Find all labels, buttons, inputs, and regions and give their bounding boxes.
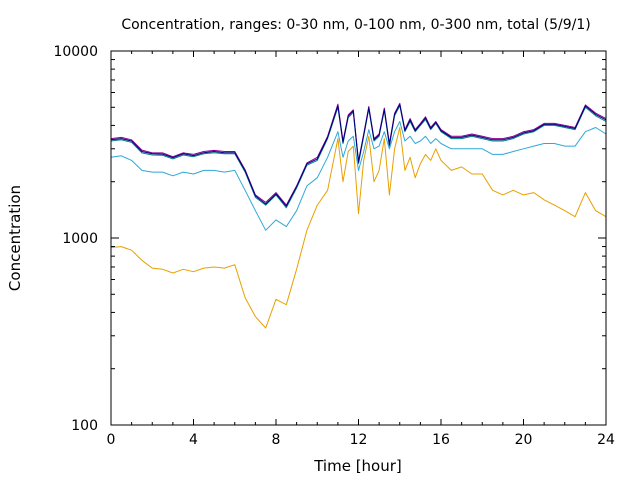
- y-axis-label: Concentration: [6, 185, 24, 291]
- x-tick-label: 24: [597, 432, 615, 448]
- plot-frame: [110, 50, 607, 426]
- chart-title: Concentration, ranges: 0-30 nm, 0-100 nm…: [121, 17, 590, 33]
- series-line-5: [110, 103, 607, 207]
- y-tick-label: 10000: [53, 44, 98, 60]
- plot-lines: [110, 102, 607, 329]
- x-tick-label: 0: [107, 432, 116, 448]
- x-tick-label: 16: [432, 432, 450, 448]
- x-tick-label: 8: [272, 432, 281, 448]
- x-axis-label: Time [hour]: [313, 457, 402, 475]
- x-tick-label: 4: [189, 432, 198, 448]
- axes: 0 4 8 12 16 20 24 100 1000 10000: [53, 44, 615, 448]
- series-line-2: [110, 121, 607, 231]
- series-line-3: [110, 105, 607, 209]
- y-tick-label: 1000: [62, 231, 98, 247]
- x-tick-label: 20: [515, 432, 533, 448]
- y-tick-label: 100: [71, 418, 98, 434]
- series-line-1: [110, 127, 607, 329]
- x-tick-label: 12: [350, 432, 368, 448]
